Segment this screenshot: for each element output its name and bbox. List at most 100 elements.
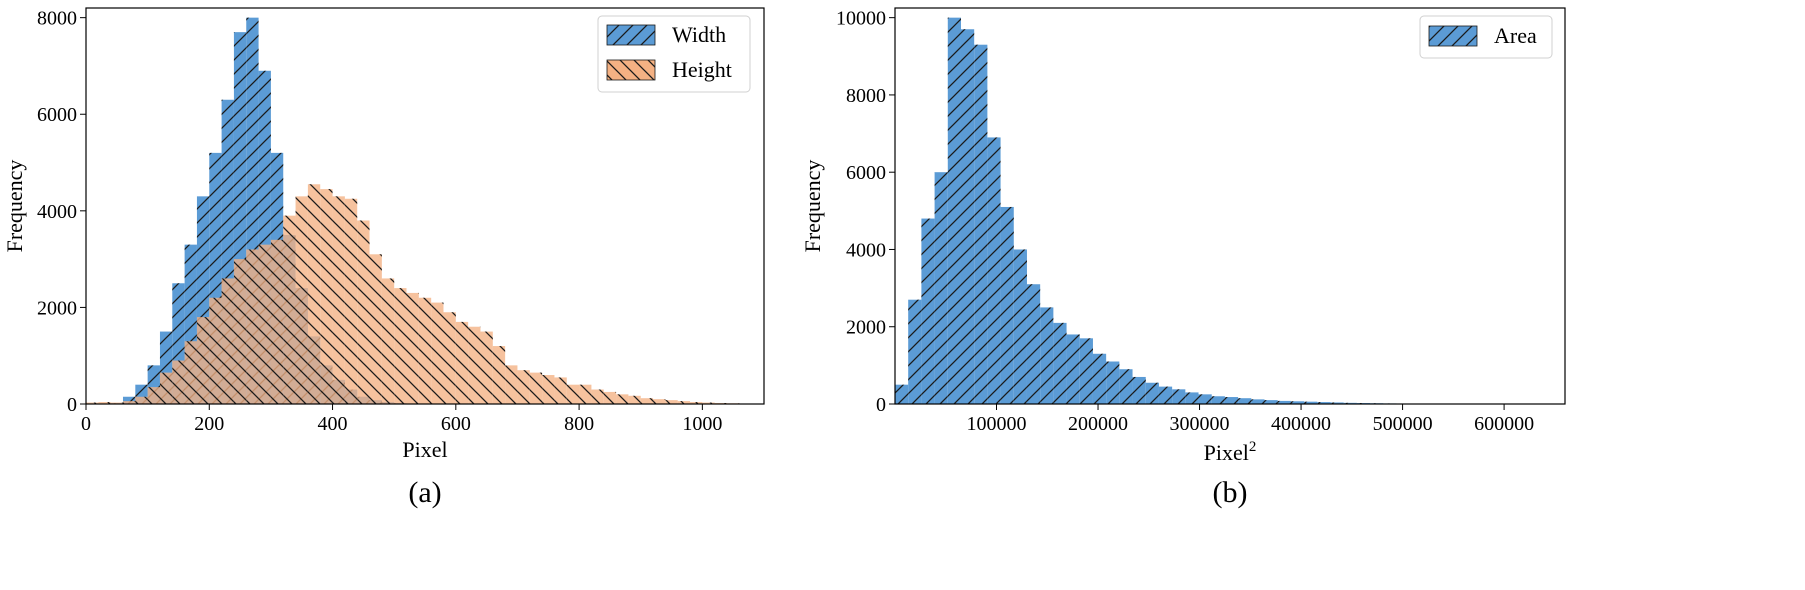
x-axis-ticks-a: 0 200 400 600 800 1000: [81, 404, 722, 435]
y-tick-label: 4000: [846, 239, 886, 261]
area-bar-hatch: [1264, 400, 1278, 404]
height-bar-hatch: [665, 400, 678, 404]
area-bar-hatch: [1132, 376, 1146, 404]
height-bar-hatch: [122, 401, 136, 404]
x-axis-title-b-superscript: 2: [1249, 439, 1257, 455]
height-bar-hatch: [431, 302, 444, 404]
area-bar-hatch: [1026, 284, 1041, 404]
plot-frame-b: [894, 7, 1566, 405]
area-bar-hatch: [1224, 397, 1239, 404]
y-tick-label: 2000: [846, 317, 886, 339]
y-tick-label: 2000: [37, 297, 77, 319]
area-bar-hatch: [934, 172, 948, 404]
height-bar-hatch: [677, 401, 691, 404]
y-tick-label: 0: [876, 394, 886, 416]
height-bar-hatch: [258, 244, 271, 404]
area-bar-hatch: [921, 218, 935, 404]
x-axis-title-b-base: Pixel: [1204, 440, 1249, 465]
height-bar-hatch: [443, 312, 456, 404]
area-bar-hatch: [1000, 206, 1014, 404]
height-bar-hatch: [159, 372, 173, 404]
width-bar-hatch: [122, 396, 136, 404]
area-bar-hatch: [1251, 399, 1265, 404]
height-bar-hatch: [505, 365, 518, 404]
area-bar-hatch: [1304, 401, 1318, 404]
area-bar-hatch: [1092, 353, 1107, 404]
x-tick-label: 1000: [682, 413, 722, 435]
area-bar-hatch: [1145, 382, 1159, 404]
height-bar-hatch: [357, 220, 370, 404]
height-bar-hatch: [468, 326, 481, 404]
area-bar-hatch: [1079, 338, 1093, 404]
legend-label-area: Area: [1494, 23, 1537, 48]
area-bar-hatch: [1013, 249, 1027, 404]
height-bar-hatch: [529, 372, 543, 404]
area-bar-hatch: [895, 384, 909, 404]
legend-b: Area: [1419, 15, 1553, 59]
height-bar-hatch: [591, 389, 604, 404]
y-tick-label: 8000: [37, 8, 77, 30]
height-bar-hatch: [640, 398, 654, 404]
caption-b: (b): [1213, 476, 1248, 509]
histogram-panel-a: 0 200 400 600 800 1000 0 2000 4000 6000 8000 Pixe…: [2, 7, 765, 509]
height-bar-hatch: [369, 254, 382, 404]
height-bar-hatch: [270, 239, 284, 404]
area-bar-hatch: [1066, 334, 1080, 404]
height-bar-hatch: [172, 360, 185, 404]
x-tick-label: 800: [564, 413, 594, 435]
area-series-bars: [895, 17, 1555, 405]
height-bar-hatch: [690, 402, 703, 404]
x-tick-label: 600: [441, 413, 471, 435]
height-bar-hatch: [307, 184, 321, 404]
area-bar-hatch: [1198, 394, 1212, 404]
height-bar-hatch: [344, 198, 358, 404]
area-bar-hatch: [1277, 400, 1291, 404]
height-bar-hatch: [628, 395, 641, 404]
height-bar-hatch: [554, 377, 567, 404]
height-bar-hatch: [542, 375, 555, 404]
area-bar-hatch: [1330, 402, 1344, 404]
height-bar-hatch: [517, 370, 530, 404]
legend-swatch-hatch: [1429, 26, 1477, 46]
x-tick-label: 200000: [1068, 413, 1128, 435]
height-bar-hatch: [196, 317, 210, 404]
y-tick-label: 6000: [37, 104, 77, 126]
y-axis-title-a: Frequency: [2, 160, 27, 253]
height-bar-hatch: [603, 391, 617, 404]
legend-label-width: Width: [672, 22, 726, 47]
legend-swatch-hatch: [607, 25, 655, 45]
height-bar-hatch: [233, 259, 247, 404]
caption-a: (a): [408, 476, 441, 509]
legend-label-height: Height: [672, 57, 732, 82]
y-axis-ticks-a: 0 2000 4000 6000 8000: [37, 8, 86, 416]
height-bar-hatch: [110, 402, 123, 404]
height-bar-hatch: [295, 196, 308, 404]
x-tick-label: 100000: [967, 413, 1027, 435]
height-series-bars: [86, 184, 764, 404]
x-tick-label: 400000: [1271, 413, 1331, 435]
y-axis-title-b: Frequency: [800, 160, 825, 253]
area-bar-hatch: [1053, 322, 1067, 404]
height-bar-hatch: [221, 278, 234, 404]
x-axis-title-a: Pixel: [402, 437, 447, 462]
area-bar-hatch: [987, 137, 1001, 405]
area-bar-hatch: [1106, 361, 1120, 404]
x-tick-label: 0: [81, 413, 91, 435]
area-bar-hatch: [1317, 402, 1331, 404]
area-bar-hatch: [960, 29, 975, 405]
area-bar-hatch: [1290, 401, 1305, 404]
height-bar-hatch: [209, 297, 222, 404]
x-tick-label: 400: [318, 413, 348, 435]
height-bar-hatch: [455, 321, 469, 404]
x-axis-ticks-b: 100000 200000 300000 400000 500000 600000: [967, 404, 1534, 435]
height-bar-hatch: [283, 215, 296, 404]
x-tick-label: 600000: [1474, 413, 1534, 435]
height-bar-hatch: [184, 341, 197, 404]
area-bar-hatch: [1238, 398, 1252, 404]
height-bar-hatch: [320, 189, 333, 404]
height-bar-hatch: [480, 331, 493, 404]
height-bar-hatch: [653, 399, 666, 404]
plot-frame-a: [85, 7, 765, 405]
area-bar-hatch: [947, 17, 961, 404]
